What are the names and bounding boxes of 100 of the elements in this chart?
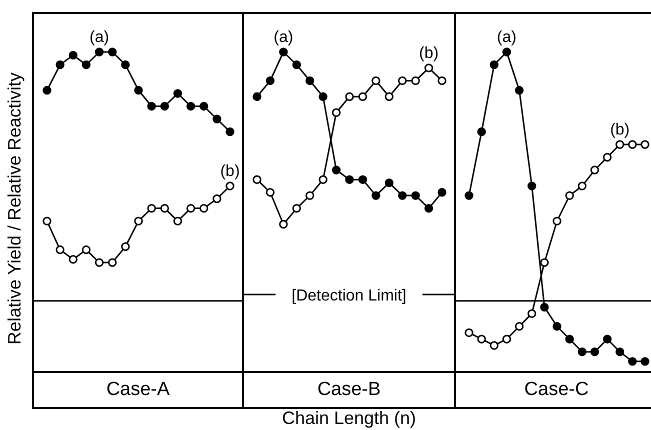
point xyxy=(252,92,262,102)
point xyxy=(540,302,549,312)
point xyxy=(616,140,624,149)
point xyxy=(56,245,64,254)
point xyxy=(68,50,78,60)
point xyxy=(565,191,574,200)
point xyxy=(306,76,314,86)
series-label: (a) xyxy=(90,29,110,46)
point xyxy=(490,60,498,70)
point xyxy=(590,348,600,356)
point xyxy=(502,48,512,56)
point xyxy=(345,175,354,184)
point xyxy=(68,255,78,264)
point xyxy=(226,182,234,190)
point xyxy=(147,204,156,213)
point xyxy=(134,216,143,226)
point xyxy=(252,175,262,184)
point xyxy=(514,322,524,331)
point xyxy=(279,220,288,229)
point xyxy=(552,322,562,331)
series-label: (b) xyxy=(610,122,630,139)
point xyxy=(565,334,574,344)
point xyxy=(318,175,328,184)
point xyxy=(398,76,407,86)
ref-line-label: [Detection Limit] xyxy=(292,287,406,304)
point xyxy=(464,328,474,338)
point xyxy=(616,348,624,356)
point xyxy=(332,108,341,117)
point xyxy=(578,182,586,190)
point xyxy=(640,140,650,149)
series-label: (a) xyxy=(274,29,294,46)
series-label: (b) xyxy=(220,162,240,180)
point xyxy=(306,191,314,200)
point xyxy=(318,92,328,102)
point xyxy=(552,216,562,226)
series-label: (b) xyxy=(419,44,439,62)
x-axis-title: Case-C xyxy=(456,371,651,407)
point xyxy=(292,204,301,213)
point xyxy=(384,92,394,102)
point xyxy=(121,60,130,70)
series-label: (a) xyxy=(496,29,516,46)
point xyxy=(490,341,498,350)
point xyxy=(42,216,52,226)
point xyxy=(108,258,117,267)
point xyxy=(372,76,380,86)
point xyxy=(438,188,446,197)
point xyxy=(602,152,612,162)
point xyxy=(477,334,486,344)
point xyxy=(358,175,368,184)
point xyxy=(398,191,407,200)
point xyxy=(628,357,637,366)
point xyxy=(590,166,600,174)
point xyxy=(160,102,169,111)
point xyxy=(540,258,549,267)
point xyxy=(200,204,208,213)
point xyxy=(200,102,208,111)
point xyxy=(160,204,169,213)
point xyxy=(292,60,301,70)
point xyxy=(528,309,536,318)
point xyxy=(477,127,486,136)
point xyxy=(424,64,434,72)
point xyxy=(134,86,143,95)
point xyxy=(56,60,64,70)
point xyxy=(186,204,196,213)
point xyxy=(411,76,420,86)
point xyxy=(514,86,524,95)
point xyxy=(345,92,354,102)
point xyxy=(94,48,104,56)
point xyxy=(186,102,196,111)
point xyxy=(372,191,380,200)
point xyxy=(226,127,234,136)
point xyxy=(42,86,52,95)
text: Chain Length (n) xyxy=(280,408,418,429)
point xyxy=(602,334,612,344)
point xyxy=(266,188,275,197)
point xyxy=(82,60,91,70)
x-axis-title: Case-B xyxy=(244,371,454,407)
point xyxy=(94,258,104,267)
point xyxy=(358,92,368,102)
point xyxy=(121,242,130,251)
point xyxy=(502,334,512,344)
point xyxy=(424,204,434,213)
point xyxy=(332,166,341,174)
point xyxy=(212,114,222,124)
point xyxy=(628,140,637,149)
x-axis-title: Case-A xyxy=(34,371,242,407)
point xyxy=(173,216,182,226)
point xyxy=(266,76,275,86)
point xyxy=(384,178,394,188)
point xyxy=(528,182,536,190)
point xyxy=(438,76,446,86)
point xyxy=(578,348,586,356)
point xyxy=(173,89,182,98)
point xyxy=(212,194,222,204)
point xyxy=(108,48,117,56)
point xyxy=(147,102,156,111)
point xyxy=(82,245,91,254)
point xyxy=(279,48,288,56)
point xyxy=(464,191,474,200)
y-axis-title: Relative Yield / Relative Reactivity xyxy=(4,72,26,345)
